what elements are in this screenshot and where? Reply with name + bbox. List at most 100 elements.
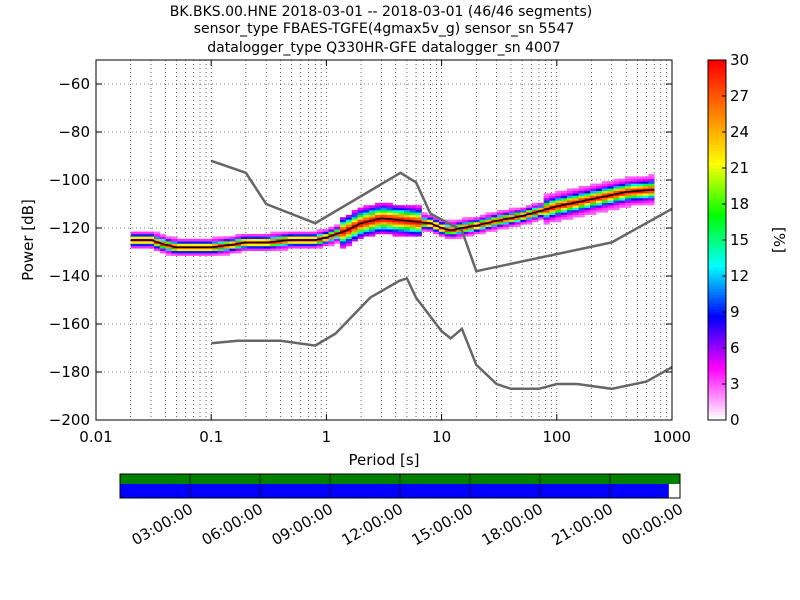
heatmap-cell [380,207,387,211]
heatmap-cell [153,234,161,237]
colorbar-segment [708,282,726,286]
heatmap-cell [380,205,387,208]
heatmap-cell [630,181,638,184]
heatmap-cell [159,236,166,239]
heatmap-cell [456,224,463,227]
heatmap-cell [223,250,230,254]
heatmap-cell [532,207,539,211]
heatmap-cell [305,231,312,235]
heatmap-cell [532,205,539,208]
heatmap-cell [555,202,562,206]
heatmap-cell [322,234,329,237]
colorbar-tick-label: 18 [730,195,749,213]
heatmap-cell [456,231,463,235]
heatmap-cell [473,231,481,235]
heatmap-cell [462,224,469,227]
heatmap-cell [392,229,399,232]
colorbar-segment [708,360,726,364]
heatmap-cell [601,200,609,203]
heatmap-cell [508,212,515,215]
heatmap-cell [386,212,393,215]
heatmap-cell [601,210,609,213]
heatmap-cell [526,207,533,211]
heatmap-cell [625,202,632,206]
heatmap-cell [479,226,486,230]
heatmap-cell [276,238,283,242]
heatmap-cell [427,226,434,230]
colorbar-segment [708,288,726,292]
heatmap-cell [340,224,347,227]
heatmap-cell [316,236,324,239]
heatmap-cell [153,246,161,249]
colorbar-tick-label: 12 [730,267,749,285]
heatmap-cell [584,200,591,203]
heatmap-cell [386,231,393,235]
heatmap-cell [497,212,504,215]
colorbar-segment [708,330,726,334]
heatmap-cell [642,200,649,203]
heatmap-cell [468,217,475,220]
heatmap-cell [456,222,463,225]
x-tick-label: 1000 [653,428,691,446]
colorbar-segment [708,345,726,349]
colorbar-tick-label: 9 [730,303,740,321]
colorbar-segment [708,405,726,409]
heatmap-cell [299,231,306,235]
heatmap-cell [473,222,481,225]
heatmap-cell [229,236,236,239]
coverage-ppsd-bar [120,484,669,498]
heatmap-cell [345,229,353,232]
heatmap-cell [566,198,574,201]
colorbar-segment [708,309,726,313]
heatmap-cell [264,234,271,237]
heatmap-cell [374,205,382,208]
heatmap-cell [334,231,341,235]
heatmap-cell [485,229,492,232]
heatmap-cell [270,236,277,239]
colorbar-segment [708,315,726,319]
time-tick-label: 21:00:00 [549,500,616,549]
heatmap-cell [345,217,353,220]
heatmap-cell [345,243,353,247]
heatmap-cell [543,217,550,220]
heatmap-cell [491,217,498,220]
heatmap-cell [409,226,417,230]
heatmap-cell [438,224,446,227]
heatmap-cell [468,234,475,237]
heatmap-cell [444,234,451,237]
heatmap-cell [200,248,207,251]
heatmap-cell [462,217,469,220]
heatmap-cell [194,253,201,256]
heatmap-cell [648,202,655,206]
heatmap-cell [595,183,603,187]
heatmap-cell [328,241,335,244]
heatmap-cell [427,229,434,232]
heatmap-cell [642,178,649,182]
heatmap-cell [572,210,579,213]
heatmap-cell [572,190,579,194]
heatmap-cell [497,210,504,213]
heatmap-cell [357,226,364,230]
colorbar-segment [708,72,726,76]
heatmap-cell [241,238,248,242]
colorbar-segment [708,408,726,412]
heatmap-cell [351,222,358,225]
heatmap-cell [217,243,225,247]
heatmap-cell [508,207,515,211]
heatmap-cell [526,217,533,220]
heatmap-cell [648,178,655,182]
colorbar-segment [708,102,726,106]
title-line-1: BK.BKS.00.HNE 2018-03-01 -- 2018-03-01 (… [170,4,593,20]
heatmap-cell [392,219,399,223]
heatmap-cell [502,212,510,215]
time-tick-label: 15:00:00 [409,500,476,549]
heatmap-cell [479,217,486,220]
heatmap-cell [369,207,376,211]
heatmap-cell [549,202,556,206]
heatmap-cell [607,200,614,203]
heatmap-cell [578,202,585,206]
heatmap-cell [252,234,260,237]
heatmap-cell [421,229,428,232]
heatmap-cell [357,231,364,235]
heatmap-cell [607,198,614,201]
